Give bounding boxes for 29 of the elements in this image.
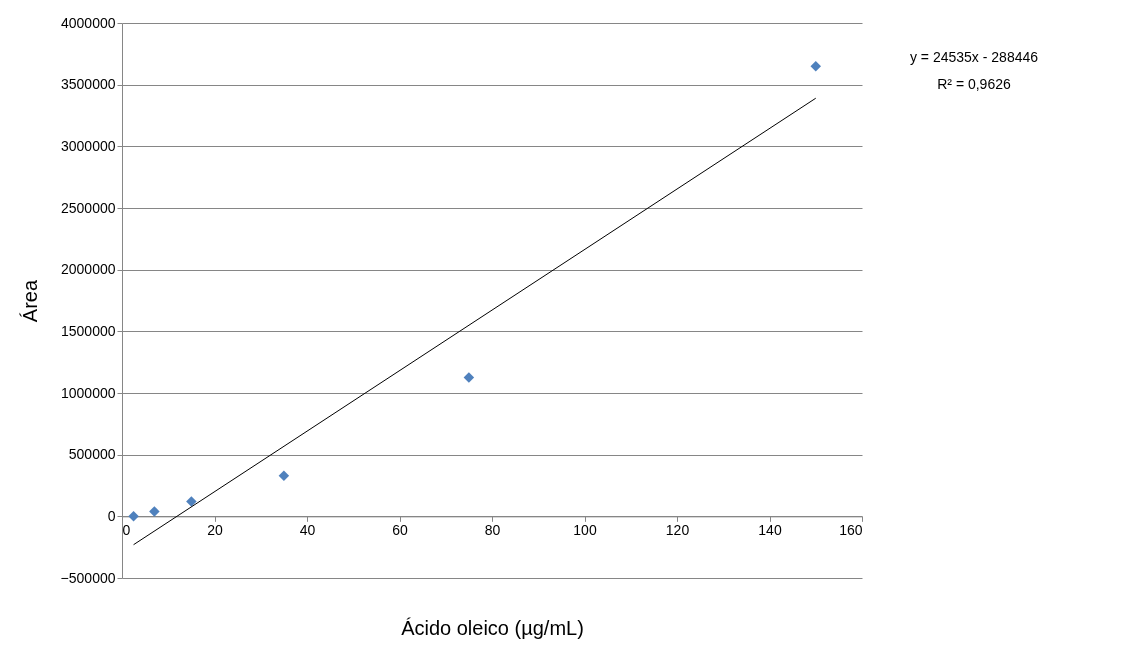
- y-tick-label: 1000000: [60, 384, 116, 401]
- point: [463, 372, 475, 383]
- point: [149, 506, 160, 517]
- point: [128, 511, 139, 522]
- x-tick-label: 140: [758, 521, 782, 538]
- point: [278, 470, 290, 481]
- x-tick-label: 100: [573, 521, 597, 538]
- y-axis-title: Área: [18, 279, 41, 323]
- text: R² = 0,9626: [937, 76, 1011, 92]
- y-tick-label: 0: [107, 507, 116, 524]
- point: [186, 496, 197, 507]
- x-tick-label: 160: [839, 521, 863, 538]
- x-tick-label: 120: [665, 521, 690, 538]
- y-tick-label: 2500000: [60, 199, 116, 216]
- y-tick-label: 500000: [68, 446, 116, 463]
- y-tick-label: −500000: [60, 569, 116, 586]
- x-tick-label: 40: [299, 521, 316, 538]
- y-tick-label: 3000000: [60, 137, 116, 154]
- y-tick-label: 1500000: [60, 322, 116, 339]
- y-tick-label: 4000000: [60, 14, 116, 31]
- text: y = 24535x - 288446: [909, 49, 1039, 65]
- point: [810, 60, 821, 72]
- x-tick-label: 20: [207, 521, 223, 538]
- x-tick-label: 60: [392, 521, 408, 538]
- y-tick-label: 3500000: [60, 76, 116, 93]
- x-tick-label: 80: [484, 521, 501, 538]
- x-axis-title: Ácido oleico (µg/mL): [401, 616, 584, 639]
- y-tick-label: 2000000: [60, 261, 116, 278]
- x-tick-label: 0: [122, 521, 131, 538]
